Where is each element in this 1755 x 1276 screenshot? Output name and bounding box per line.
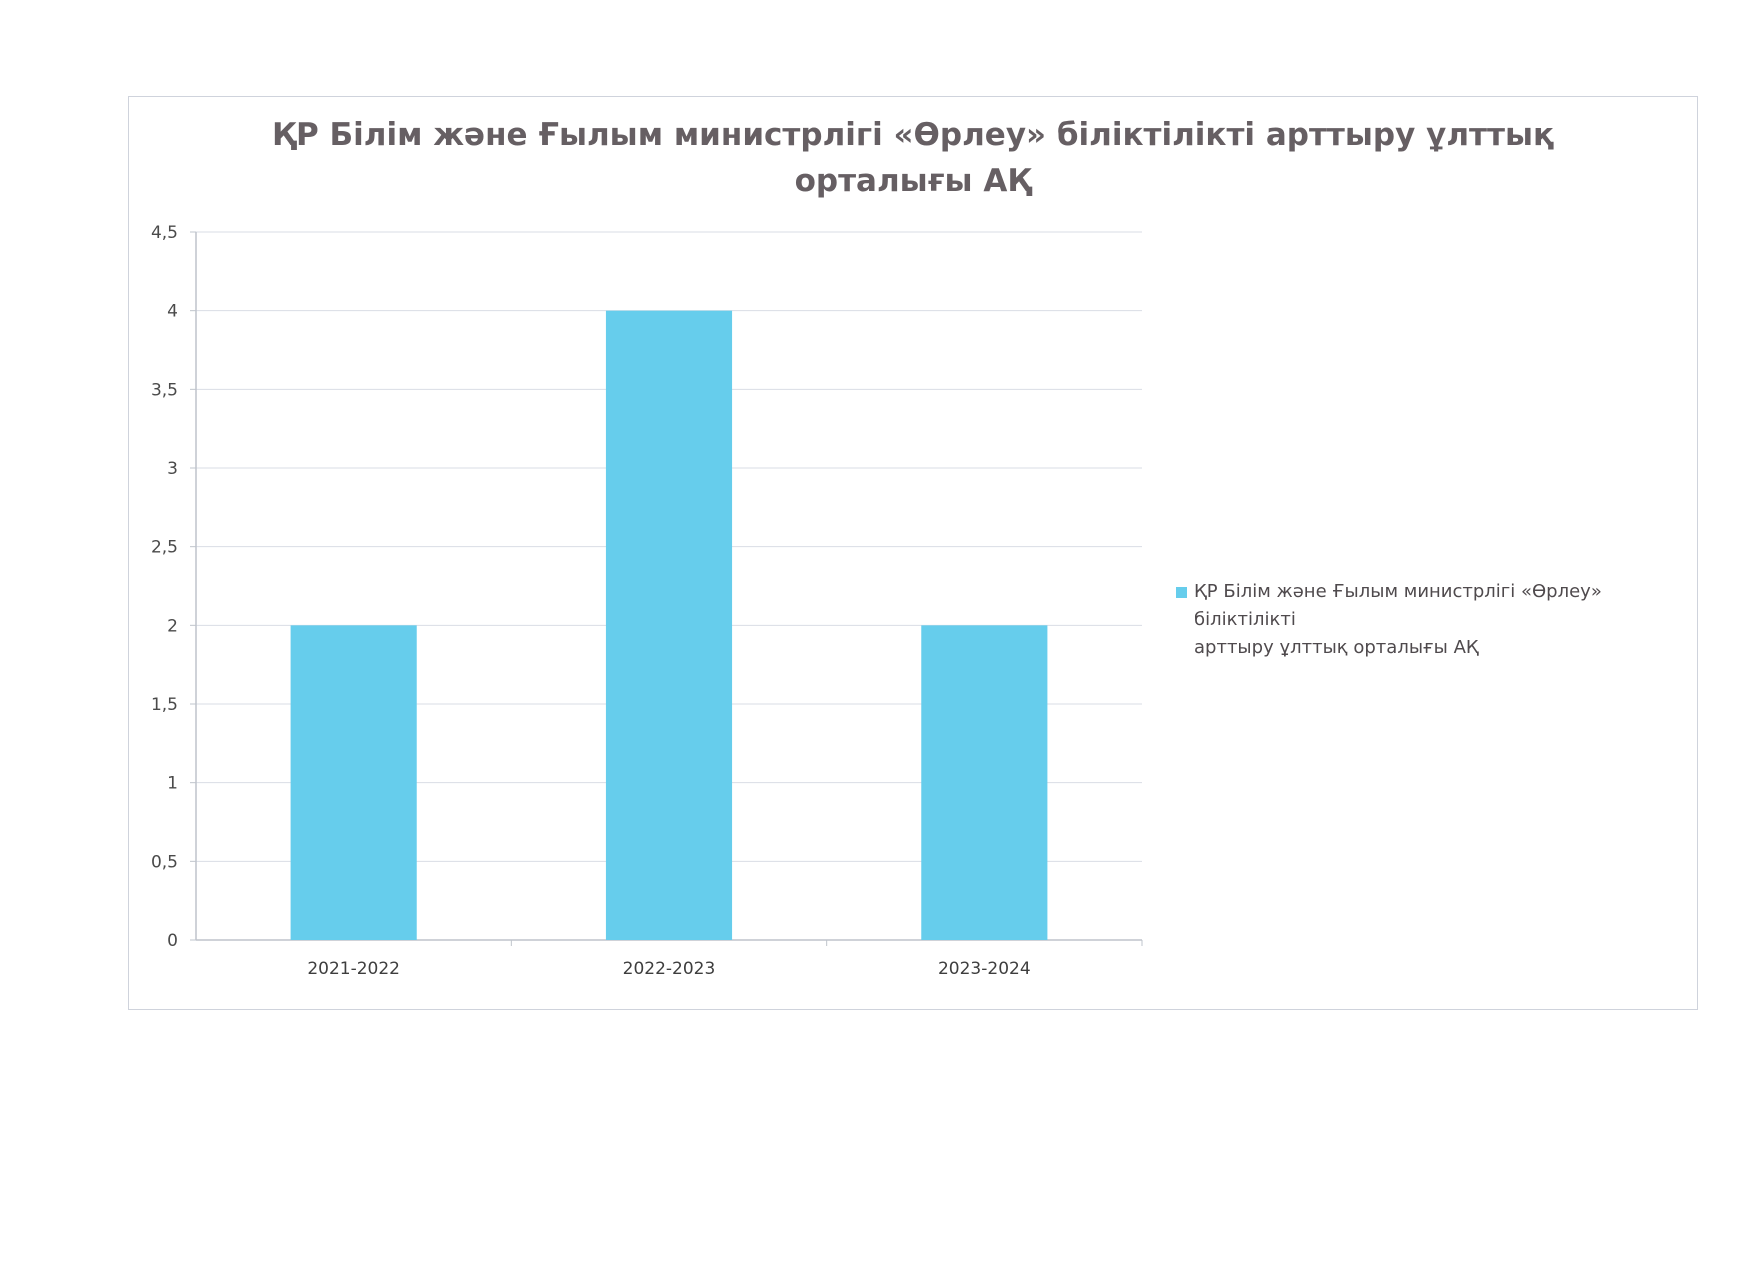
bar [605,310,733,941]
x-tick-label: 2023-2024 [938,959,1031,979]
x-tick-label: 2021-2022 [307,959,400,979]
legend-label-line-1: ҚР Білім және Ғылым министрлігі «Өрлеу» … [1194,581,1602,630]
x-tick-label: 2022-2023 [623,959,716,979]
chart-title: ҚР Білім және Ғылым министрлігі «Өрлеу» … [128,112,1698,204]
y-tick-label: 3,5 [151,380,178,400]
legend-label: ҚР Білім және Ғылым министрлігі «Өрлеу» … [1194,578,1696,662]
y-tick-label: 3 [167,459,178,479]
y-tick-label: 2 [167,616,178,636]
legend: ҚР Білім және Ғылым министрлігі «Өрлеу» … [1176,578,1696,662]
bar [921,625,1048,940]
y-tick-label: 1,5 [151,695,178,715]
legend-swatch [1176,587,1187,598]
y-tick-label: 0,5 [151,852,178,872]
legend-label-line-2: арттыру ұлттық орталығы АҚ [1194,637,1479,658]
bar [290,625,417,940]
y-tick-label: 0 [167,931,178,951]
y-tick-label: 2,5 [151,538,178,558]
chart-title-line-2: орталығы АҚ [794,163,1032,199]
y-tick-label: 4,5 [151,223,178,243]
y-tick-label: 1 [167,774,178,794]
chart-title-line-1: ҚР Білім және Ғылым министрлігі «Өрлеу» … [271,117,1555,153]
y-tick-label: 4 [167,302,178,322]
